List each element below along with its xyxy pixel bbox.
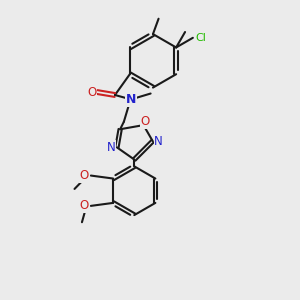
Text: N: N (126, 93, 136, 106)
Text: O: O (140, 115, 150, 128)
Text: O: O (87, 85, 96, 98)
Text: O: O (80, 200, 89, 212)
Text: N: N (106, 141, 116, 154)
Text: O: O (80, 169, 89, 182)
Text: N: N (154, 135, 163, 148)
Text: Cl: Cl (196, 33, 207, 43)
